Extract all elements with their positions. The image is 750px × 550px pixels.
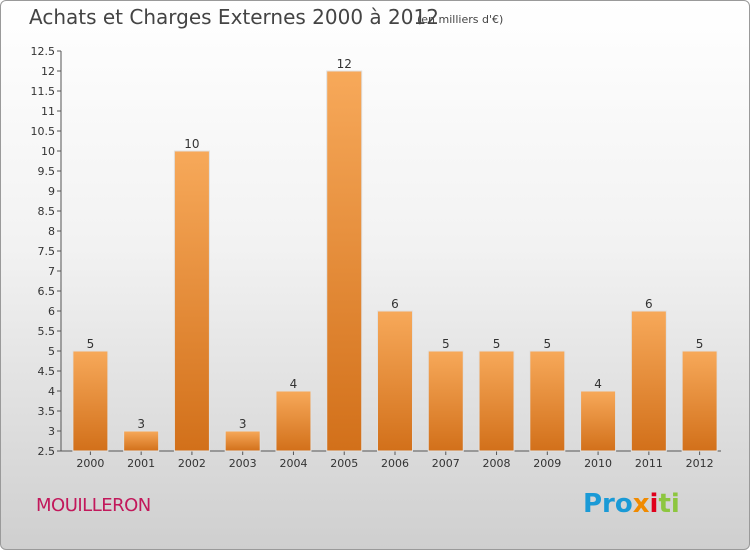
bar-value-label: 5	[543, 337, 551, 351]
y-tick-label: 3.5	[38, 405, 56, 418]
bar-2000	[72, 350, 109, 452]
chart-subtitle: (en milliers d'€)	[417, 13, 504, 26]
bar-2008	[478, 350, 515, 452]
proxiti-logo: Proxiti	[583, 489, 680, 519]
bar-value-label: 4	[594, 377, 602, 391]
bar-2007	[427, 350, 464, 452]
bar-value-label: 6	[645, 297, 653, 311]
bar-value-label: 5	[442, 337, 450, 351]
y-tick-label: 8.5	[38, 205, 56, 218]
y-tick-label: 9.5	[38, 165, 56, 178]
chart-title: Achats et Charges Externes 2000 à 2012	[29, 5, 439, 29]
bar-value-label: 4	[290, 377, 298, 391]
y-tick-label: 4	[48, 385, 55, 398]
bar-value-label: 10	[184, 137, 199, 151]
y-tick-label: 5.5	[38, 325, 56, 338]
bar-2006	[377, 310, 413, 452]
x-tick-label: 2009	[533, 457, 561, 470]
x-tick-label: 2005	[330, 457, 358, 470]
x-tick-label: 2007	[432, 457, 460, 470]
x-tick-label: 2012	[686, 457, 714, 470]
x-tick-label: 2003	[229, 457, 257, 470]
logo-part-2: x	[632, 489, 650, 519]
bar-value-label: 12	[337, 57, 352, 71]
y-tick-label: 11.5	[31, 85, 56, 98]
bar-2009	[529, 350, 566, 452]
bar-2010	[580, 390, 617, 452]
y-tick-label: 10.5	[31, 125, 56, 138]
logo-part-1: Pro	[583, 489, 633, 519]
y-tick-label: 4.5	[38, 365, 56, 378]
bar-2001	[123, 430, 160, 452]
y-tick-label: 10	[41, 145, 55, 158]
logo-part-3: i	[649, 489, 659, 519]
x-tick-label: 2000	[76, 457, 104, 470]
bar-value-label: 5	[87, 337, 95, 351]
bar-value-label: 6	[391, 297, 399, 311]
bar-value-label: 3	[137, 417, 145, 431]
bar-value-label: 3	[239, 417, 247, 431]
bar-2012	[681, 350, 718, 452]
x-tick-label: 2001	[127, 457, 155, 470]
y-tick-label: 6.5	[38, 285, 56, 298]
bar-value-label: 5	[696, 337, 704, 351]
x-tick-label: 2008	[483, 457, 511, 470]
y-tick-label: 9	[48, 185, 55, 198]
bar-2004	[275, 390, 312, 452]
bar-value-label: 5	[493, 337, 501, 351]
y-tick-label: 3	[48, 425, 55, 438]
x-tick-label: 2010	[584, 457, 612, 470]
y-tick-label: 6	[48, 305, 55, 318]
bar-2002	[173, 150, 210, 452]
x-tick-label: 2006	[381, 457, 409, 470]
y-tick-label: 2.5	[38, 445, 56, 458]
y-tick-label: 12.5	[31, 45, 56, 58]
bar-2011	[630, 310, 667, 452]
y-tick-label: 12	[41, 65, 55, 78]
bar-2005	[326, 70, 363, 452]
x-tick-label: 2011	[635, 457, 663, 470]
y-tick-label: 7	[48, 265, 55, 278]
y-tick-label: 5	[48, 345, 55, 358]
y-tick-label: 8	[48, 225, 55, 238]
x-tick-label: 2004	[279, 457, 307, 470]
logo-part-4: ti	[658, 489, 680, 519]
commune-name: MOUILLERON	[36, 495, 151, 516]
bar-2003	[224, 430, 261, 452]
y-tick-label: 7.5	[38, 245, 56, 258]
x-tick-label: 2002	[178, 457, 206, 470]
y-tick-label: 11	[41, 105, 55, 118]
